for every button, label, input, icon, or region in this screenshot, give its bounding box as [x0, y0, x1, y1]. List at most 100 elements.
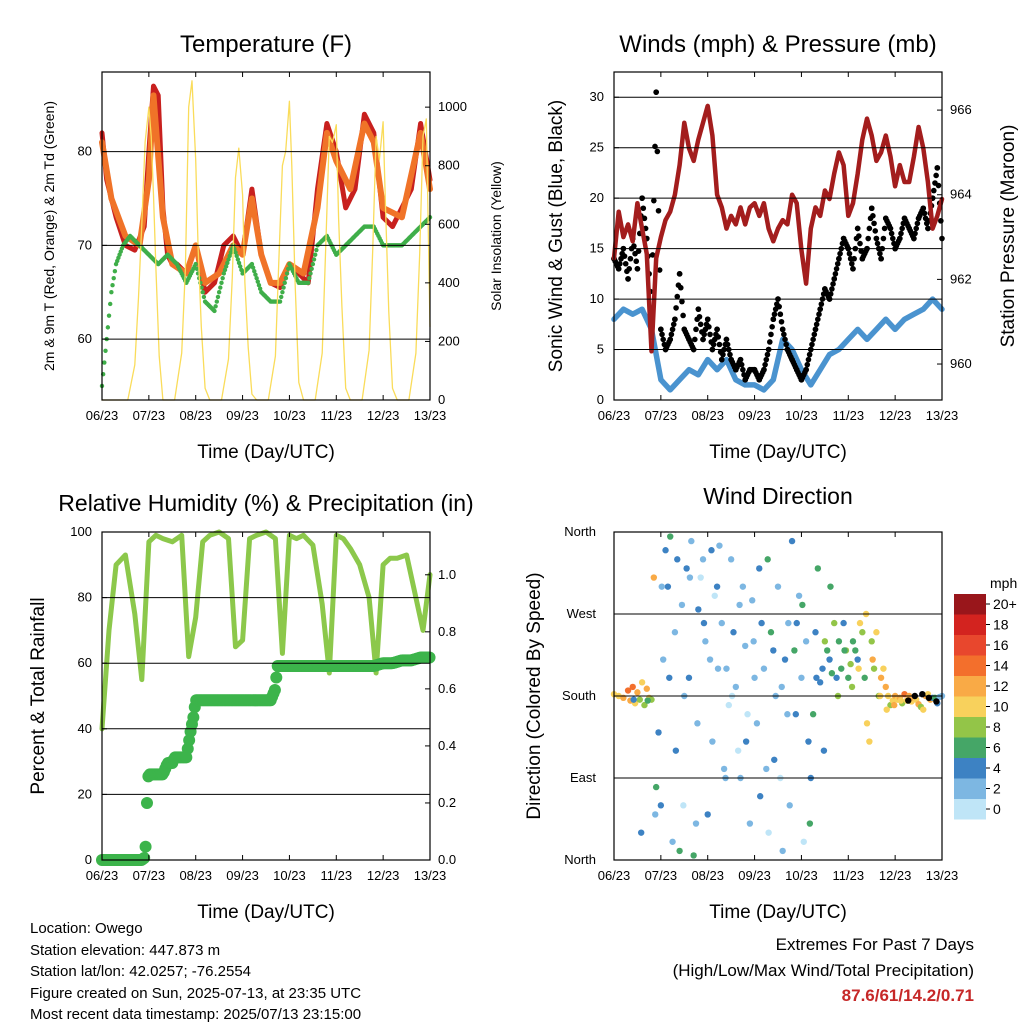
direction-point: [709, 738, 716, 745]
gust-point: [935, 182, 942, 189]
direction-point: [732, 683, 740, 691]
direction-point: [764, 556, 771, 563]
direction-point: [664, 583, 672, 590]
direction-point: [629, 683, 636, 691]
gust-point: [727, 351, 733, 358]
gust-point: [715, 334, 722, 340]
gust-point: [870, 213, 876, 219]
humidity-panel: Relative Humidity (%) & Precipitation (i…: [28, 490, 474, 923]
td2m-point: [193, 261, 198, 267]
gust-point: [925, 225, 931, 232]
gust-point: [674, 293, 681, 300]
gust-point: [913, 225, 920, 232]
y-tick-label: 0: [597, 392, 604, 407]
y-tick-label: West: [567, 606, 597, 621]
precip-point: [270, 671, 283, 684]
direction-point: [734, 747, 742, 754]
direction-point: [933, 698, 940, 705]
gust-point: [912, 230, 918, 237]
y-tick-label: 5: [597, 342, 604, 357]
speed-legend: mph 20+ 18 16 14 12 10 8 6 4 2 0: [954, 575, 1017, 820]
direction-point: [813, 674, 820, 681]
x-tick-label: 09/23: [226, 408, 259, 423]
gust-point: [718, 356, 725, 363]
direction-point: [784, 711, 791, 718]
x-tick-label: 08/23: [691, 868, 724, 883]
gust-point: [676, 271, 683, 277]
legend-swatch: [954, 676, 986, 697]
direction-point: [638, 679, 646, 686]
gust-point: [656, 267, 663, 273]
direction-point: [845, 674, 852, 681]
gust-point: [938, 218, 944, 224]
direction-point: [725, 701, 732, 709]
td2m-point: [309, 266, 314, 271]
precip-point: [139, 840, 152, 853]
legend-label: 20+: [993, 596, 1017, 612]
gust-point: [762, 361, 768, 368]
gust-point: [704, 316, 711, 323]
td2m-point: [236, 260, 242, 266]
gust-point: [866, 225, 873, 232]
legend-swatch: [954, 696, 986, 717]
direction-point: [792, 711, 800, 718]
gust-point: [781, 331, 787, 338]
legend-label: 4: [993, 760, 1001, 776]
td2m-point: [234, 253, 239, 259]
gust-point: [738, 361, 745, 368]
gust-point: [778, 318, 785, 325]
direction-point: [700, 619, 708, 627]
td2m-point: [218, 285, 223, 290]
gust-point: [633, 258, 640, 265]
td2m-point: [199, 285, 204, 290]
gust-point: [720, 351, 726, 358]
td2m-point: [279, 294, 284, 300]
direction-point: [750, 638, 757, 645]
direction-point: [840, 619, 847, 627]
direction-point: [652, 783, 660, 791]
gust-point: [659, 331, 665, 338]
direction-point: [765, 829, 772, 836]
gust-point: [779, 326, 786, 333]
direction-point: [891, 701, 898, 709]
legend-label: 0: [993, 801, 1001, 817]
legend-label: 2: [993, 781, 1001, 797]
direction-point: [882, 683, 889, 691]
direction-point: [746, 820, 754, 827]
direction-point: [650, 574, 658, 581]
station-latlon: Station lat/lon: 42.0257; -76.2554: [30, 963, 252, 980]
y2-tick-label: 0: [438, 392, 445, 407]
gust-point: [803, 366, 809, 373]
y-axis-label: Sonic Wind & Gust (Blue, Black): [546, 100, 567, 372]
y-tick-label: 10: [590, 291, 604, 306]
extremes-box: Extremes For Past 7 Days (High/Low/Max W…: [673, 932, 974, 1009]
gust-point: [626, 266, 633, 272]
direction-point: [859, 629, 866, 636]
gust-point: [873, 235, 880, 242]
direction-point: [697, 574, 704, 581]
humidity-grid: [102, 597, 430, 795]
direction-point: [841, 647, 848, 654]
direction-point: [774, 583, 782, 590]
direction-point: [814, 565, 822, 572]
td2m-point: [225, 260, 230, 266]
direction-point: [827, 583, 834, 590]
direction-point: [795, 592, 803, 599]
direction-point: [694, 720, 701, 727]
td2m-point: [254, 275, 259, 281]
x-tick-label: 09/23: [226, 868, 259, 883]
gust-point: [737, 356, 744, 363]
td2m-point: [220, 275, 225, 281]
direction-point: [809, 711, 817, 718]
direction-point: [848, 683, 856, 691]
gust-point: [635, 248, 642, 254]
direction-series: [610, 533, 946, 859]
x-tick-label: 12/23: [367, 868, 400, 883]
temperature-series: [99, 80, 433, 401]
x-tick-label: 10/23: [273, 408, 306, 423]
plot-frame: [101, 531, 431, 861]
td2m-point: [283, 275, 289, 281]
td2m-point: [108, 301, 113, 307]
direction-point: [666, 674, 673, 681]
gust-point: [833, 266, 840, 272]
